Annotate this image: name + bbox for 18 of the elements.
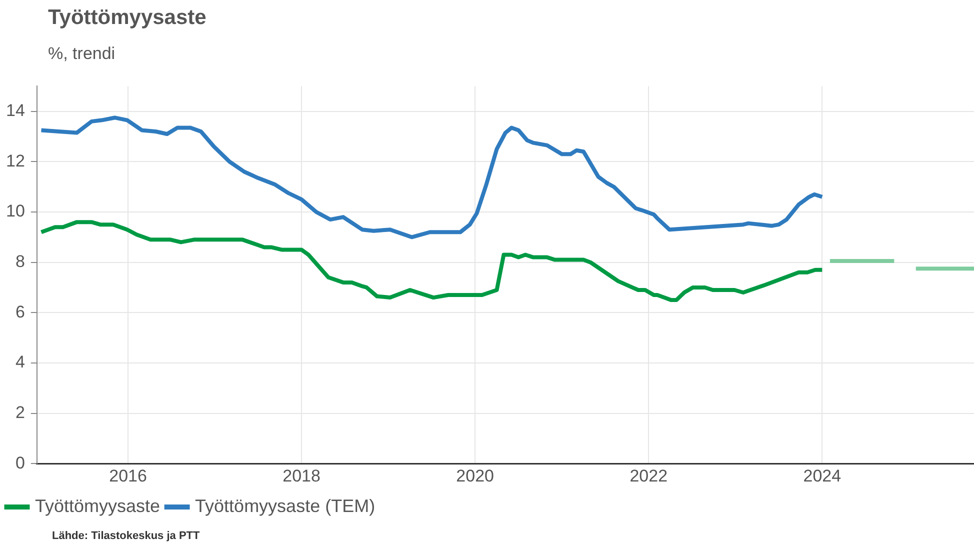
x-tick-label: 2022 [630,466,668,486]
text: Lähde: Tilastokeskus ja PTT [52,530,200,542]
y-tick-label: 8 [15,252,25,272]
y-tick-label: 10 [6,202,25,221]
legend-label: Työttömyysaste (TEM) [195,496,376,516]
y-tick-label: 6 [15,302,25,322]
x-tick-label: 2018 [282,466,320,486]
y-tick-label: 14 [6,101,25,120]
y-tick-label: 12 [6,151,25,170]
y-tick-label: 4 [15,352,25,372]
chart-title: Työttömyysaste [48,6,206,30]
x-tick-label: 2024 [803,466,842,486]
chart-subtitle: %, trendi [48,44,116,64]
y-tick-label: 0 [15,453,25,472]
x-tick-label: 2020 [456,466,494,486]
x-tick-label: 2016 [109,466,147,486]
y-tick-label: 2 [15,402,25,422]
legend-label: Työttömyysaste [35,496,160,516]
